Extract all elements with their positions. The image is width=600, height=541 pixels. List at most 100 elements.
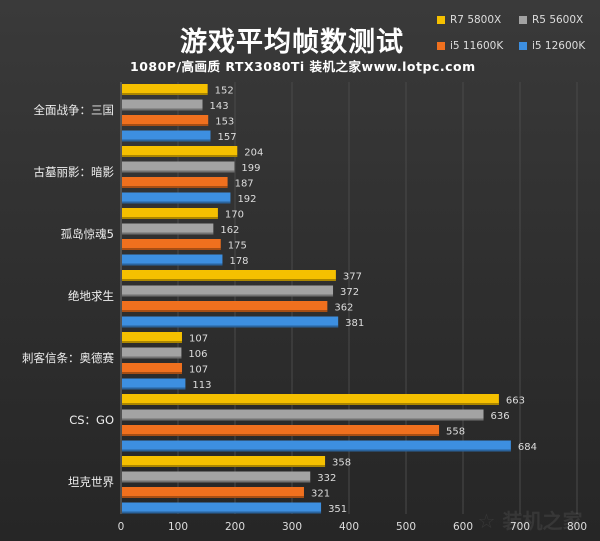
bar-shadow [122,310,328,312]
data-label: 107 [189,334,208,345]
legend-label: i5 12600K [532,40,586,52]
bar [122,161,235,173]
watermark: ☆ 装机之家 [478,509,584,533]
bar [122,456,326,467]
legend-swatch [437,16,445,24]
category-label: 坦克世界 [68,475,114,489]
chart-title: 游戏平均帧数测试 [180,27,404,58]
data-label: 558 [446,427,465,438]
bar-shadow [122,263,223,266]
category-label: 全面战争：三国 [34,103,115,117]
bar-shadow [122,108,203,111]
bar-shadow [122,403,499,405]
x-tick-label: 500 [396,521,416,533]
bar [122,208,218,219]
bar [122,285,334,297]
bar-shadow [122,248,221,250]
legend-item-r5-5600x: R5 5600X [519,14,583,26]
bar [122,84,208,95]
data-label: 187 [235,179,254,190]
bar-shadow [122,480,311,483]
legend-label: R5 5600X [532,14,584,26]
bar [122,440,511,452]
bar [122,301,328,312]
data-label: 332 [317,473,336,484]
category-label: 刺客信条：奥德赛 [22,351,114,365]
bar [122,316,339,328]
data-label: 381 [345,318,364,329]
bar [122,177,228,188]
x-tick-label: 300 [282,521,302,533]
bar [122,146,238,157]
legend-swatch [519,42,527,50]
bar-shadow [122,186,228,188]
data-label: 113 [192,380,211,391]
bar-shadow [122,511,322,514]
bar [122,254,223,266]
bar [122,487,304,498]
data-label: 663 [506,396,525,407]
data-label: 143 [210,101,229,112]
bar-shadow [122,232,214,235]
bar-shadow [122,434,440,436]
data-label: 107 [189,365,208,376]
bar [122,270,336,281]
bar-shadow [122,496,304,498]
bar [122,409,484,421]
bar [122,99,203,111]
data-label: 321 [311,489,330,500]
bar-shadow [122,139,211,142]
bar-shadow [122,418,484,421]
bar-shadow [122,155,238,157]
bar [122,115,209,126]
legend-label: R7 5800X [450,14,502,26]
data-label: 358 [332,458,351,469]
data-label: 162 [220,225,239,236]
x-tick-label: 200 [225,521,245,533]
bar-shadow [122,465,326,467]
bar [122,363,182,374]
data-label: 636 [491,411,510,422]
data-label: 684 [518,442,537,453]
x-tick-label: 800 [567,521,587,533]
data-label: 175 [228,241,247,252]
data-label: 372 [340,287,359,298]
bar [122,347,182,359]
category-label: 古墓丽影：暗影 [34,165,115,179]
data-label: 377 [343,272,362,283]
data-label: 170 [225,210,244,221]
bar [122,332,182,343]
x-tick-label: 100 [168,521,188,533]
data-label: 192 [237,194,256,205]
bar [122,394,499,405]
bar [122,502,322,514]
bar-shadow [122,294,334,297]
bar [122,425,440,436]
category-label: 孤岛惊魂5 [61,227,114,241]
data-label: 106 [188,349,207,360]
bar-shadow [122,170,235,173]
legend-label: i5 11600K [450,40,504,52]
x-tick-label: 600 [453,521,473,533]
bar-shadow [122,372,182,374]
legend-swatch [519,16,527,24]
x-tick-label: 700 [510,521,530,533]
bar [122,223,214,235]
bar [122,378,186,390]
category-label: CS：GO [69,413,114,427]
bar [122,471,311,483]
legend-item-r7-5800x: R7 5800X [437,14,501,26]
bar-shadow [122,341,182,343]
data-label: 178 [229,256,248,267]
bar-shadow [122,325,339,328]
bar [122,130,211,142]
data-label: 351 [328,504,347,515]
bar-shadow [122,356,182,359]
data-label: 199 [241,163,260,174]
data-label: 153 [215,117,234,128]
data-label: 157 [217,132,236,143]
data-label: 204 [244,148,263,159]
bar-shadow [122,93,208,95]
